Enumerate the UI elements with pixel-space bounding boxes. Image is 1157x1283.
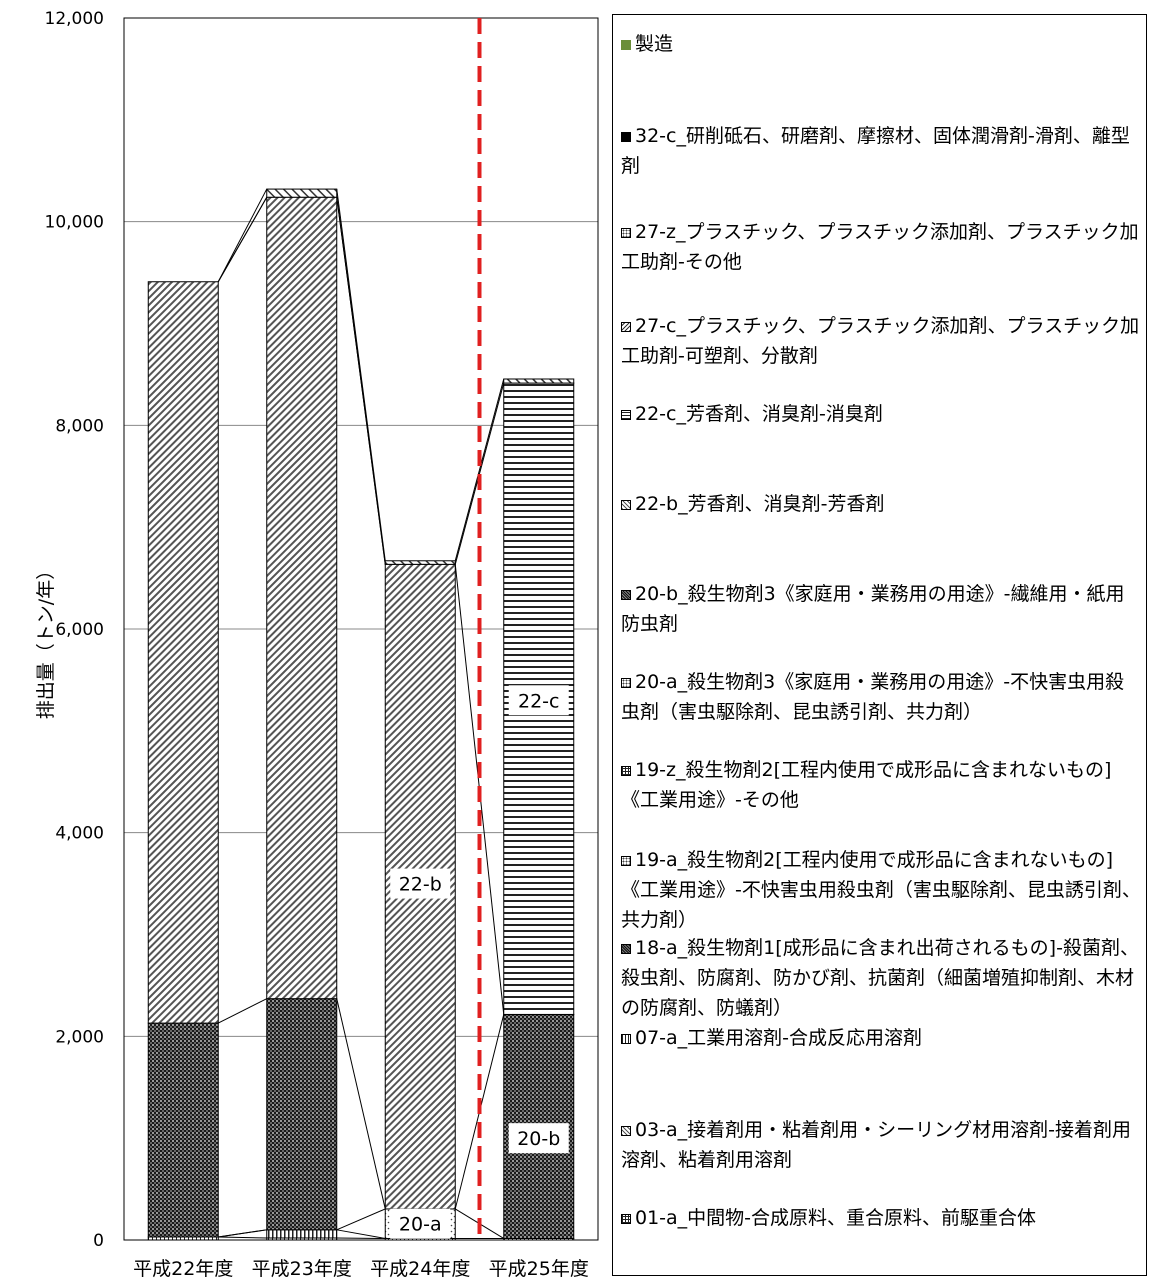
plot-area-frame (123, 17, 599, 1241)
legend-swatch (621, 590, 631, 600)
legend-swatch (621, 944, 631, 954)
legend-swatch (621, 678, 631, 688)
legend-swatch (621, 322, 631, 332)
legend: 製造 32-c_研削砥石、研磨剤、摩擦材、固体潤滑剤-滑剤、離型剤 27-z_プラス… (612, 14, 1147, 1276)
legend-label: 07-a_工業用溶剤-合成反応用溶剤 (635, 1027, 923, 1049)
data-label-bg (508, 685, 569, 716)
y-axis-label: 排出量（トン/年） (35, 561, 57, 719)
legend-label: 27-z_プラスチック、プラスチック添加剤、プラスチック加工助剤-その他 (621, 221, 1139, 273)
connector-line (218, 1236, 267, 1239)
bar-segment-s20b (266, 998, 338, 1231)
bar-segment-s07a (266, 1229, 338, 1239)
bar-segment-s27c (384, 560, 456, 565)
legend-label: 03-a_接着剤用・粘着剤用・シーリング材用溶剤-接着剤用溶剤、粘着剤用溶剤 (621, 1119, 1132, 1171)
legend-label: 19-z_殺生物剤2[工程内使用で成形品に含まれないもの]《工業用途》-その他 (621, 759, 1112, 811)
data-label-text: 22-c (518, 690, 559, 712)
x-tick-label: 平成23年度 (252, 1258, 352, 1280)
connector-line (336, 1237, 386, 1239)
legend-swatch (621, 410, 631, 420)
legend-label: 01-a_中間物-合成原料、重合原料、前駆重合体 (635, 1207, 1037, 1229)
legend-swatch (621, 856, 631, 866)
legend-swatch (621, 766, 631, 776)
legend-label: 製造 (635, 33, 674, 55)
legend-swatch (621, 132, 631, 142)
legend-swatch (621, 228, 631, 238)
data-label-text: 20-a (399, 1214, 442, 1236)
data-label: 22-b (390, 868, 451, 899)
legend-label: 18-a_殺生物剤1[成形品に含まれ出荷されるもの]-殺菌剤、殺虫剤、防腐剤、防… (621, 937, 1139, 1019)
legend-label: 19-a_殺生物剤2[工程内使用で成形品に含まれないもの]《工業用途》-不快害虫… (621, 849, 1141, 931)
y-tick-label: 10,000 (45, 213, 104, 233)
legend-item: 22-c_芳香剤、消臭剤-消臭剤 (621, 399, 1141, 429)
legend-label: 20-a_殺生物剤3《家庭用・業務用の用途》-不快害虫用殺虫剤（害虫駆除剤、昆虫… (621, 671, 1125, 723)
connector-line (454, 378, 505, 561)
legend-label: 22-b_芳香剤、消臭剤-芳香剤 (635, 493, 885, 515)
legend-item: 19-a_殺生物剤2[工程内使用で成形品に含まれないもの]《工業用途》-不快害虫… (621, 845, 1141, 935)
legend-label: 22-c_芳香剤、消臭剤-消臭剤 (635, 403, 883, 425)
connector-line (336, 197, 386, 565)
y-tick-label: 2,000 (55, 1027, 104, 1047)
axes: 02,0004,0006,0008,00010,00012,000平成22年度平… (45, 9, 599, 1280)
connector-line (454, 382, 505, 565)
legend-label: 27-c_プラスチック、プラスチック添加剤、プラスチック加工助剤-可塑剤、分散剤 (621, 315, 1140, 367)
legend-item: 27-z_プラスチック、プラスチック添加剤、プラスチック加工助剤-その他 (621, 217, 1141, 277)
data-label-text: 22-b (399, 874, 442, 896)
x-tick-label: 平成25年度 (489, 1258, 589, 1280)
connector-line (217, 196, 268, 282)
legend-item: 03-a_接着剤用・粘着剤用・シーリング材用溶剤-接着剤用溶剤、粘着剤用溶剤 (621, 1115, 1141, 1175)
legend-item: 20-a_殺生物剤3《家庭用・業務用の用途》-不快害虫用殺虫剤（害虫駆除剤、昆虫… (621, 667, 1141, 727)
data-label-text: 20-b (517, 1128, 560, 1150)
legend-swatch (621, 1034, 631, 1044)
legend-item: 27-c_プラスチック、プラスチック添加剤、プラスチック加工助剤-可塑剤、分散剤 (621, 311, 1141, 371)
legend-swatch (621, 40, 631, 50)
legend-swatch (621, 500, 631, 510)
connector-line (336, 998, 386, 1210)
y-tick-label: 6,000 (55, 620, 104, 640)
bar-segment-s20b (147, 1022, 219, 1238)
data-label-bg (508, 1123, 569, 1154)
connector-line (336, 1229, 386, 1239)
data-label: 22-c (508, 685, 569, 716)
data-label-bg (390, 868, 451, 899)
x-tick-label: 平成24年度 (370, 1258, 470, 1280)
legend-item: 19-z_殺生物剤2[工程内使用で成形品に含まれないもの]《工業用途》-その他 (621, 755, 1141, 815)
connector-line (218, 998, 267, 1024)
legend-item: 20-b_殺生物剤3《家庭用・業務用の用途》-繊維用・紙用防虫剤 (621, 579, 1141, 639)
data-label: 20-b (508, 1123, 569, 1154)
y-tick-label: 12,000 (45, 9, 104, 29)
legend-swatch (621, 1126, 631, 1136)
data-label: 20-a (390, 1208, 451, 1239)
legend-label: 20-b_殺生物剤3《家庭用・業務用の用途》-繊維用・紙用防虫剤 (621, 583, 1125, 635)
series-connector-lines (217, 188, 505, 1239)
legend-label: 32-c_研削砥石、研磨剤、摩擦材、固体潤滑剤-滑剤、離型剤 (621, 125, 1130, 177)
legend-item: 18-a_殺生物剤1[成形品に含まれ出荷されるもの]-殺菌剤、殺虫剤、防腐剤、防… (621, 933, 1141, 1023)
legend-item: 22-b_芳香剤、消臭剤-芳香剤 (621, 489, 1141, 519)
data-labels: 20-a 22-b 22-c 20-b (390, 685, 569, 1239)
legend-item: 製造 (621, 29, 1141, 59)
legend-swatch (621, 1214, 631, 1224)
legend-item: 07-a_工業用溶剤-合成反応用溶剤 (621, 1023, 1141, 1053)
y-tick-label: 0 (93, 1231, 104, 1251)
bar-segment-s27c (266, 188, 338, 198)
y-tick-label: 8,000 (55, 416, 104, 436)
connector-line (336, 189, 386, 561)
connector-line (217, 188, 268, 282)
legend-item: 01-a_中間物-合成原料、重合原料、前駆重合体 (621, 1203, 1141, 1233)
connector-line (336, 1208, 386, 1231)
y-tick-label: 4,000 (55, 824, 104, 844)
bar-segment-s27c (503, 378, 575, 384)
legend-item: 32-c_研削砥石、研磨剤、摩擦材、固体潤滑剤-滑剤、離型剤 (621, 121, 1141, 181)
data-label-bg (390, 1208, 451, 1239)
x-tick-label: 平成22年度 (133, 1258, 233, 1280)
bar-segment-s22b (266, 196, 338, 1000)
bar-segment-s22b (147, 281, 219, 1024)
connector-line (218, 1229, 267, 1238)
